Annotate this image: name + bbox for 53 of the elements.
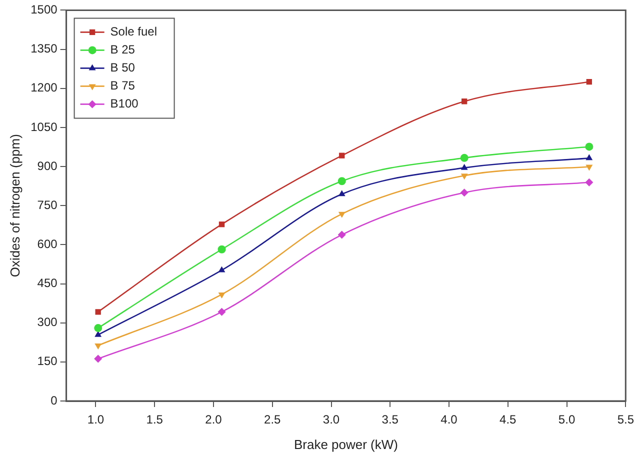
point [218, 222, 225, 228]
y-tick-label: 1350 [30, 42, 58, 56]
point [338, 212, 346, 218]
point [218, 292, 226, 298]
point [460, 154, 468, 162]
point [586, 164, 593, 171]
y-tick-label: 300 [37, 315, 58, 330]
x-tick-label: 3.0 [322, 412, 340, 427]
point [586, 79, 592, 85]
point [460, 174, 468, 180]
x-tick-label: 5.5 [617, 412, 634, 427]
point [462, 98, 468, 104]
point [94, 344, 102, 350]
point [218, 245, 226, 254]
legend-label: B 25 [110, 42, 136, 57]
point [585, 142, 594, 151]
legend-label: B 75 [110, 78, 136, 93]
point [218, 266, 226, 272]
point [95, 309, 101, 315]
point [585, 178, 594, 186]
x-tick-label: 5.0 [558, 412, 576, 427]
point [586, 154, 593, 160]
x-tick-label: 2.0 [205, 412, 222, 427]
point [94, 324, 102, 332]
legend-label: Sole fuel [110, 24, 157, 39]
x-tick-label: 1.0 [87, 412, 104, 427]
y-tick-label: 600 [37, 236, 58, 251]
point [94, 330, 102, 337]
x-tick-label: 3.5 [382, 412, 399, 427]
y-tick-label: 1050 [30, 120, 58, 134]
y-tick-label: 900 [37, 158, 58, 173]
point [218, 308, 226, 316]
x-tick-label: 2.5 [264, 412, 282, 427]
y-tick-label: 0 [50, 393, 58, 408]
point [338, 190, 346, 196]
x-tick-label: 1.5 [146, 412, 164, 427]
x-tick-label: 4.0 [440, 412, 458, 427]
y-tick-label: 150 [37, 354, 58, 368]
y-tick-label: 1200 [30, 80, 58, 95]
y-tick-label: 450 [37, 276, 58, 290]
point [460, 164, 468, 170]
y-axis-title: Oxides of nitrogen (ppm) [7, 134, 22, 278]
legend-label: B 50 [110, 60, 136, 75]
point [460, 188, 468, 197]
point [339, 152, 345, 158]
point [338, 230, 346, 239]
point [338, 177, 346, 186]
x-tick-label: 4.5 [500, 412, 517, 427]
legend-label: B100 [110, 96, 139, 111]
point [94, 354, 102, 363]
x-axis-title: Brake power (kW) [294, 436, 398, 452]
y-tick-label: 750 [37, 198, 58, 212]
y-tick-label: 1500 [30, 2, 58, 17]
